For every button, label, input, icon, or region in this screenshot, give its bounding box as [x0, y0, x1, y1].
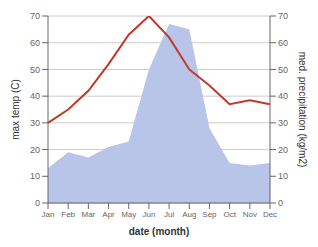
svg-text:10: 10 — [30, 171, 40, 181]
svg-text:10: 10 — [278, 171, 288, 181]
svg-text:Dec: Dec — [263, 210, 277, 219]
svg-text:70: 70 — [30, 11, 40, 21]
svg-text:med. precipitation (kg/m2): med. precipitation (kg/m2) — [297, 52, 308, 168]
svg-text:30: 30 — [30, 118, 40, 128]
svg-text:20: 20 — [30, 145, 40, 155]
svg-text:0: 0 — [35, 198, 40, 208]
svg-text:60: 60 — [278, 38, 288, 48]
svg-text:May: May — [121, 210, 136, 219]
svg-text:Jul: Jul — [164, 210, 174, 219]
svg-text:50: 50 — [30, 65, 40, 75]
svg-text:40: 40 — [278, 91, 288, 101]
svg-text:0: 0 — [278, 198, 283, 208]
svg-text:30: 30 — [278, 118, 288, 128]
svg-text:Jan: Jan — [42, 210, 55, 219]
svg-text:Feb: Feb — [61, 210, 75, 219]
svg-text:max temp (C): max temp (C) — [10, 79, 21, 140]
svg-text:Nov: Nov — [243, 210, 257, 219]
svg-text:Apr: Apr — [102, 210, 115, 219]
svg-text:Aug: Aug — [182, 210, 196, 219]
svg-text:50: 50 — [278, 65, 288, 75]
svg-text:60: 60 — [30, 38, 40, 48]
svg-text:date (month): date (month) — [129, 226, 190, 237]
svg-text:20: 20 — [278, 145, 288, 155]
svg-text:70: 70 — [278, 11, 288, 21]
svg-text:Oct: Oct — [223, 210, 236, 219]
svg-text:Sep: Sep — [202, 210, 217, 219]
svg-text:Jun: Jun — [142, 210, 155, 219]
svg-text:Mar: Mar — [81, 210, 95, 219]
svg-text:40: 40 — [30, 91, 40, 101]
